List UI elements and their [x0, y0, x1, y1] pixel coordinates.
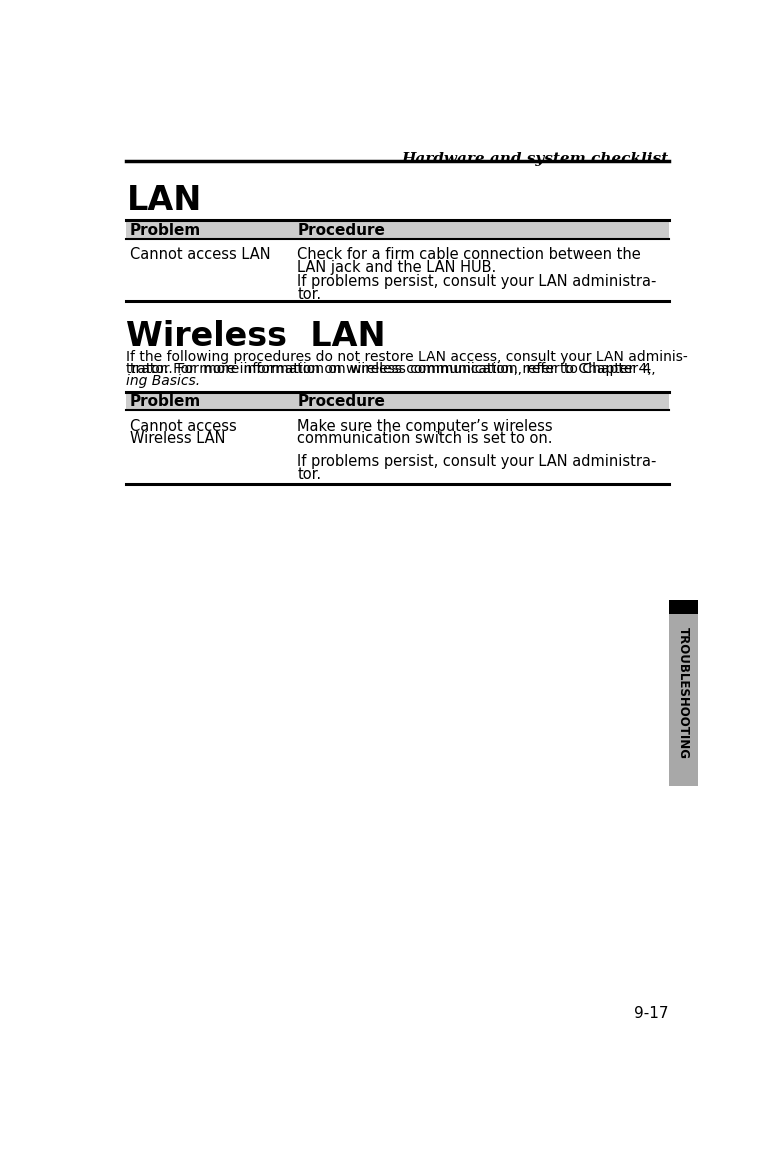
Text: Cannot access LAN: Cannot access LAN: [130, 248, 270, 263]
Text: 9-17: 9-17: [635, 1006, 669, 1021]
Bar: [669, 614, 698, 787]
Text: ing Basics.: ing Basics.: [126, 373, 200, 387]
Bar: [126, 221, 669, 239]
Text: LAN jack and the LAN HUB.: LAN jack and the LAN HUB.: [297, 259, 497, 274]
Text: If the following procedures do not restore LAN access, consult your LAN adminis-: If the following procedures do not resto…: [126, 351, 688, 365]
Text: Procedure: Procedure: [297, 223, 385, 237]
Text: TROUBLESHOOTING: TROUBLESHOOTING: [677, 627, 690, 759]
Text: Procedure: Procedure: [297, 394, 385, 409]
Text: Cannot access: Cannot access: [130, 419, 237, 433]
Text: If problems persist, consult your LAN administra-: If problems persist, consult your LAN ad…: [297, 454, 656, 469]
Text: Hardware and system checklist: Hardware and system checklist: [402, 152, 669, 166]
Text: Check for a firm cable connection between the: Check for a firm cable connection betwee…: [297, 248, 641, 263]
Text: Problem: Problem: [130, 394, 201, 409]
Text: Wireless LAN: Wireless LAN: [130, 431, 225, 446]
Text: Wireless  LAN: Wireless LAN: [126, 321, 386, 353]
Text: tor.: tor.: [297, 287, 321, 301]
Text: communication switch is set to on.: communication switch is set to on.: [297, 431, 553, 446]
Text: Problem: Problem: [130, 223, 201, 237]
Bar: [126, 392, 669, 411]
Text: trator. For more information on wireless communication, refer to Chapter 4,: trator. For more information on wireless…: [130, 363, 660, 376]
Text: If problems persist, consult your LAN administra-: If problems persist, consult your LAN ad…: [297, 274, 656, 289]
Text: LAN: LAN: [126, 184, 202, 217]
Text: Make sure the computer’s wireless: Make sure the computer’s wireless: [297, 419, 553, 433]
Bar: [669, 600, 698, 614]
Text: tor.: tor.: [297, 467, 321, 482]
Text: trator. For more information on wireless communication, refer to Chapter 4,: trator. For more information on wireless…: [126, 363, 656, 376]
